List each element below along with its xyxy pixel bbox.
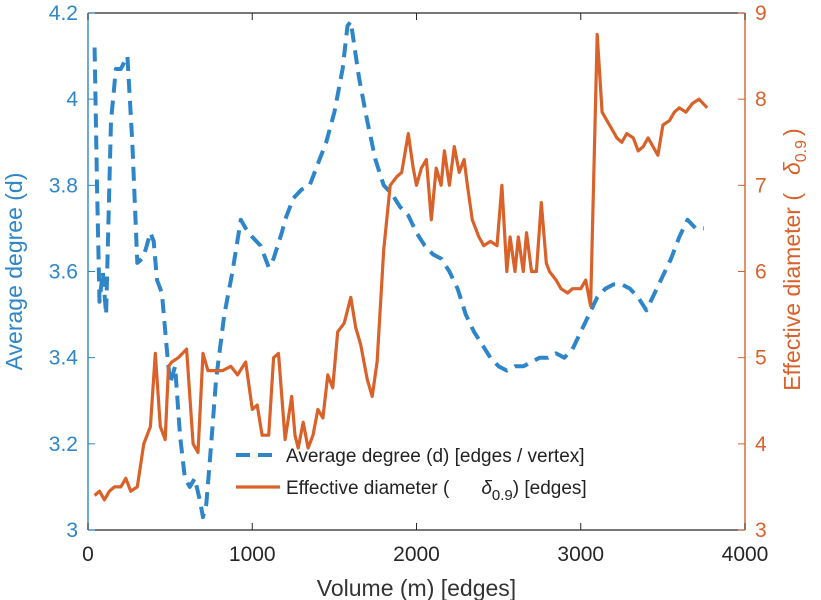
left-y-tick-label: 4.2 bbox=[49, 2, 78, 25]
right-y-tick-label: 5 bbox=[755, 347, 767, 370]
series-line-effective-diameter bbox=[93, 32, 709, 502]
left-y-tick-label: 3.8 bbox=[49, 174, 78, 197]
x-tick-label: 2000 bbox=[393, 543, 440, 566]
right-y-tick-label: 9 bbox=[755, 2, 767, 25]
left-y-tick-label: 3.4 bbox=[49, 347, 79, 370]
x-tick-label: 0 bbox=[82, 543, 94, 566]
x-tick-label: 4000 bbox=[722, 543, 769, 566]
legend-label-effective-diameter: Effective diameter ( δ0.9) [edges] bbox=[286, 478, 587, 504]
right-y-tick-label: 3 bbox=[755, 519, 767, 542]
right-y-axis-label: Effective diameter ( δ0.9) bbox=[779, 128, 810, 390]
x-tick-label: 3000 bbox=[557, 543, 604, 566]
left-y-axis-label: Average degree (d) bbox=[1, 173, 27, 371]
right-y-tick-label: 7 bbox=[755, 174, 767, 197]
series-layer bbox=[92, 19, 709, 520]
x-axis-label: Volume (m) [edges] bbox=[317, 575, 516, 600]
series-line-average-degree bbox=[92, 19, 704, 520]
right-y-axis-label-prefix: Effective diameter ( bbox=[779, 193, 805, 391]
right-y-tick-label: 6 bbox=[755, 261, 767, 284]
x-tick-label: 1000 bbox=[229, 543, 276, 566]
legend-label-symbol: δ bbox=[481, 478, 492, 499]
right-y-axis-ticks: 3 4 5 6 7 8 9 bbox=[738, 2, 767, 542]
left-y-tick-label: 3.2 bbox=[49, 433, 78, 456]
right-y-axis-label-suffix: ) bbox=[779, 128, 805, 136]
right-y-tick-label: 8 bbox=[755, 88, 767, 111]
right-y-axis-label-symbol: δ bbox=[779, 162, 805, 175]
legend: Average degree (d) [edges / vertex] Effe… bbox=[236, 446, 587, 504]
left-y-tick-label: 4 bbox=[66, 88, 78, 111]
right-y-axis-label-subscript: 0.9 bbox=[793, 140, 810, 162]
legend-label-average-degree: Average degree (d) [edges / vertex] bbox=[286, 446, 585, 467]
left-y-tick-label: 3.6 bbox=[49, 261, 78, 284]
right-y-tick-label: 4 bbox=[755, 433, 767, 456]
legend-label-subscript: 0.9 bbox=[492, 487, 513, 504]
legend-label-prefix: Effective diameter ( bbox=[286, 478, 450, 499]
x-axis-ticks: 0 1000 2000 3000 4000 bbox=[82, 13, 768, 566]
legend-label-suffix: ) [edges] bbox=[513, 478, 587, 499]
left-y-tick-label: 3 bbox=[66, 519, 78, 542]
left-y-axis-ticks: 3 3.2 3.4 3.6 3.8 4 4.2 bbox=[49, 2, 95, 542]
